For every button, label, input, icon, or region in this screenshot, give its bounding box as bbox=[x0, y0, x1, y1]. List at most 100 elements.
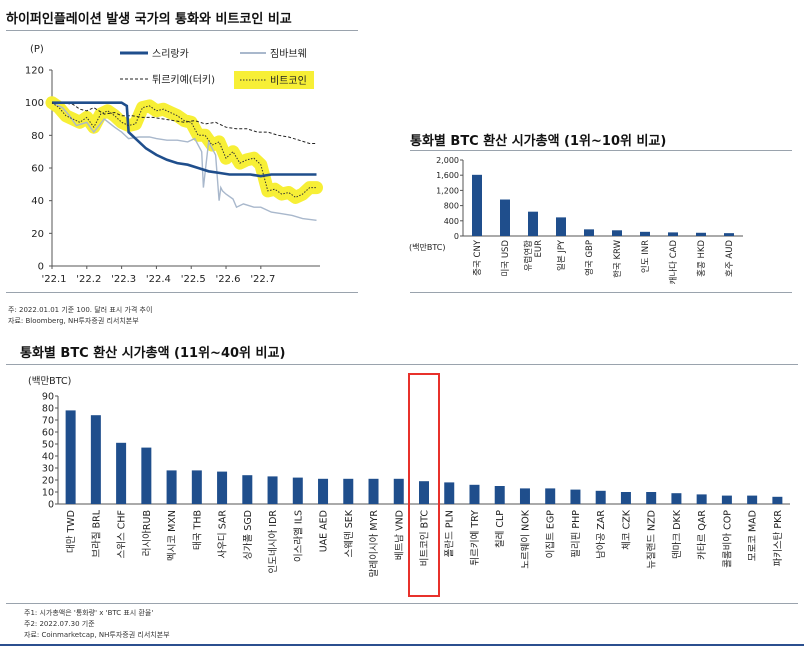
x-tick-label: 남아공 ZAR bbox=[596, 510, 607, 559]
x-tick-label: 카타르 QAR bbox=[697, 510, 708, 560]
bar bbox=[612, 230, 622, 236]
x-tick-label: 파키스탄 PKR bbox=[773, 510, 784, 567]
bar bbox=[696, 494, 707, 504]
bar bbox=[545, 488, 556, 504]
x-tick-label: 칠레 CLP bbox=[495, 510, 506, 548]
series-line-zimbabwe bbox=[51, 102, 317, 221]
x-tick-label: 필리핀 PHP bbox=[570, 510, 582, 558]
x-tick-label: 스위스 CHF bbox=[116, 510, 128, 558]
bar bbox=[217, 471, 228, 504]
bar bbox=[494, 486, 505, 504]
x-tick-label: 미국 USD bbox=[501, 240, 511, 277]
bar bbox=[556, 217, 566, 236]
y-tick-label: 800 bbox=[444, 202, 459, 211]
y-tick-label: 100 bbox=[25, 98, 44, 109]
x-tick-label: 홍콩 HKD bbox=[696, 240, 707, 277]
x-tick-label: 태국 THB bbox=[192, 510, 203, 550]
bar bbox=[519, 488, 530, 504]
y-tick-label: 20 bbox=[42, 476, 54, 487]
rank11-40-chart-bottom-rule bbox=[6, 603, 798, 604]
bar bbox=[668, 232, 678, 236]
bar bbox=[671, 493, 682, 504]
y-axis-unit: (P) bbox=[30, 44, 44, 55]
x-tick-label: 중국 CNY bbox=[473, 239, 483, 276]
bar bbox=[570, 489, 581, 504]
y-tick-label: 10 bbox=[42, 488, 54, 499]
y-tick-label: 60 bbox=[42, 428, 54, 439]
bar bbox=[318, 478, 329, 504]
x-tick-label: 베트남 VND bbox=[394, 510, 405, 560]
x-tick-label: '22.7 bbox=[250, 274, 275, 285]
legend-label-zimbabwe: 짐바브웨 bbox=[270, 48, 307, 60]
bar bbox=[640, 231, 650, 236]
x-tick-label: 이집트 EGP bbox=[545, 510, 557, 559]
x-tick-label: '22.6 bbox=[216, 274, 241, 285]
x-tick-label: 영국 GBP bbox=[584, 240, 595, 276]
bar bbox=[393, 478, 404, 504]
bar bbox=[724, 233, 734, 236]
y-tick-label: 90 bbox=[42, 392, 54, 403]
rank11-40-chart-title-rule bbox=[6, 364, 798, 365]
x-tick-label: UAE AED bbox=[319, 510, 330, 552]
y-tick-label: 1,200 bbox=[436, 186, 459, 195]
bitcoin-highlight bbox=[45, 96, 323, 204]
bar bbox=[469, 484, 480, 504]
x-tick-label: 싱가폴 SGD bbox=[243, 510, 254, 560]
top10-bar-chart: 0 400 800 1,200 1,600 2,000 (백만BTC) 중국 CNY 미국 US… bbox=[409, 156, 743, 285]
bar bbox=[584, 229, 594, 236]
x-tick-label: 폴란드 PLN bbox=[444, 510, 456, 557]
top10-chart-bottom-rule bbox=[410, 292, 792, 293]
bar bbox=[65, 410, 76, 504]
bar bbox=[191, 470, 202, 504]
y-axis-unit: (백만BTC) bbox=[409, 242, 445, 252]
x-tick-label: 스웨덴 SEK bbox=[343, 509, 355, 557]
series-line-bitcoin bbox=[51, 102, 317, 198]
line-chart: (P) 0 20 40 60 80 100 120 '22.1 '22.2 '22.3 '22.4 '2… bbox=[25, 44, 323, 285]
x-tick-label: 멕시코 MXN bbox=[167, 510, 178, 561]
y-tick-label: 1,600 bbox=[436, 171, 459, 180]
x-tick-label: '22.1 bbox=[41, 274, 66, 285]
x-tick-label: 한국 KRW bbox=[613, 239, 623, 277]
bar bbox=[721, 495, 732, 504]
rank11-40-source: 자료: Coinmarketcap, NH투자증권 리서치본부 bbox=[24, 631, 170, 639]
bar bbox=[772, 496, 783, 504]
bar bbox=[646, 492, 657, 504]
bar bbox=[595, 490, 606, 504]
x-tick-label: 비트코인 BTC bbox=[420, 510, 431, 567]
series-line-srilanka bbox=[52, 101, 317, 178]
series-line-turkey bbox=[52, 102, 317, 144]
legend-label-turkey: 튀르키예(터키) bbox=[152, 74, 215, 86]
x-tick-label: 사우디 SAR bbox=[218, 510, 229, 559]
y-tick-label: 0 bbox=[48, 500, 54, 511]
line-chart-bottom-rule bbox=[6, 292, 358, 293]
bar bbox=[472, 174, 482, 236]
x-tick-label: 노르웨이 NOK bbox=[519, 509, 531, 569]
y-tick-label: 50 bbox=[42, 440, 54, 451]
x-tick-label: 말레이시아 MYR bbox=[368, 510, 380, 578]
x-tick-label: '22.4 bbox=[146, 274, 171, 285]
x-tick-label: 대만 TWD bbox=[66, 510, 77, 553]
x-tick-label: '22.3 bbox=[111, 274, 136, 285]
bar bbox=[747, 495, 758, 504]
y-tick-label: 400 bbox=[444, 217, 459, 226]
legend-highlight-bitcoin bbox=[234, 71, 314, 89]
y-tick-label: 40 bbox=[31, 196, 44, 207]
x-tick-label: 캐나다 CAD bbox=[669, 240, 679, 285]
bar bbox=[90, 415, 101, 504]
bar bbox=[116, 442, 127, 504]
line-chart-note: 주: 2022.01.01 기준 100. 달러 표시 가격 추이 bbox=[8, 306, 153, 314]
bitcoin-highlight-box bbox=[408, 373, 440, 597]
x-tick-label: 튀르키예 TRY bbox=[469, 510, 481, 566]
y-tick-label: 80 bbox=[42, 404, 54, 415]
y-tick-label: 2,000 bbox=[436, 156, 459, 165]
rank11-40-chart-title: 통화별 BTC 환산 시가총액 (11위~40위 비교) bbox=[20, 346, 286, 361]
bar bbox=[528, 211, 538, 236]
rank11-40-note2: 주2: 2022.07.30 기준 bbox=[24, 620, 95, 628]
bar bbox=[242, 475, 253, 504]
bar bbox=[444, 482, 455, 504]
bar bbox=[292, 477, 303, 504]
y-tick-label: 40 bbox=[42, 452, 54, 463]
top10-chart-title: 통화별 BTC 환산 시가총액 (1위~10위 비교) bbox=[410, 134, 667, 149]
legend-label-srilanka: 스리랑카 bbox=[152, 48, 189, 60]
